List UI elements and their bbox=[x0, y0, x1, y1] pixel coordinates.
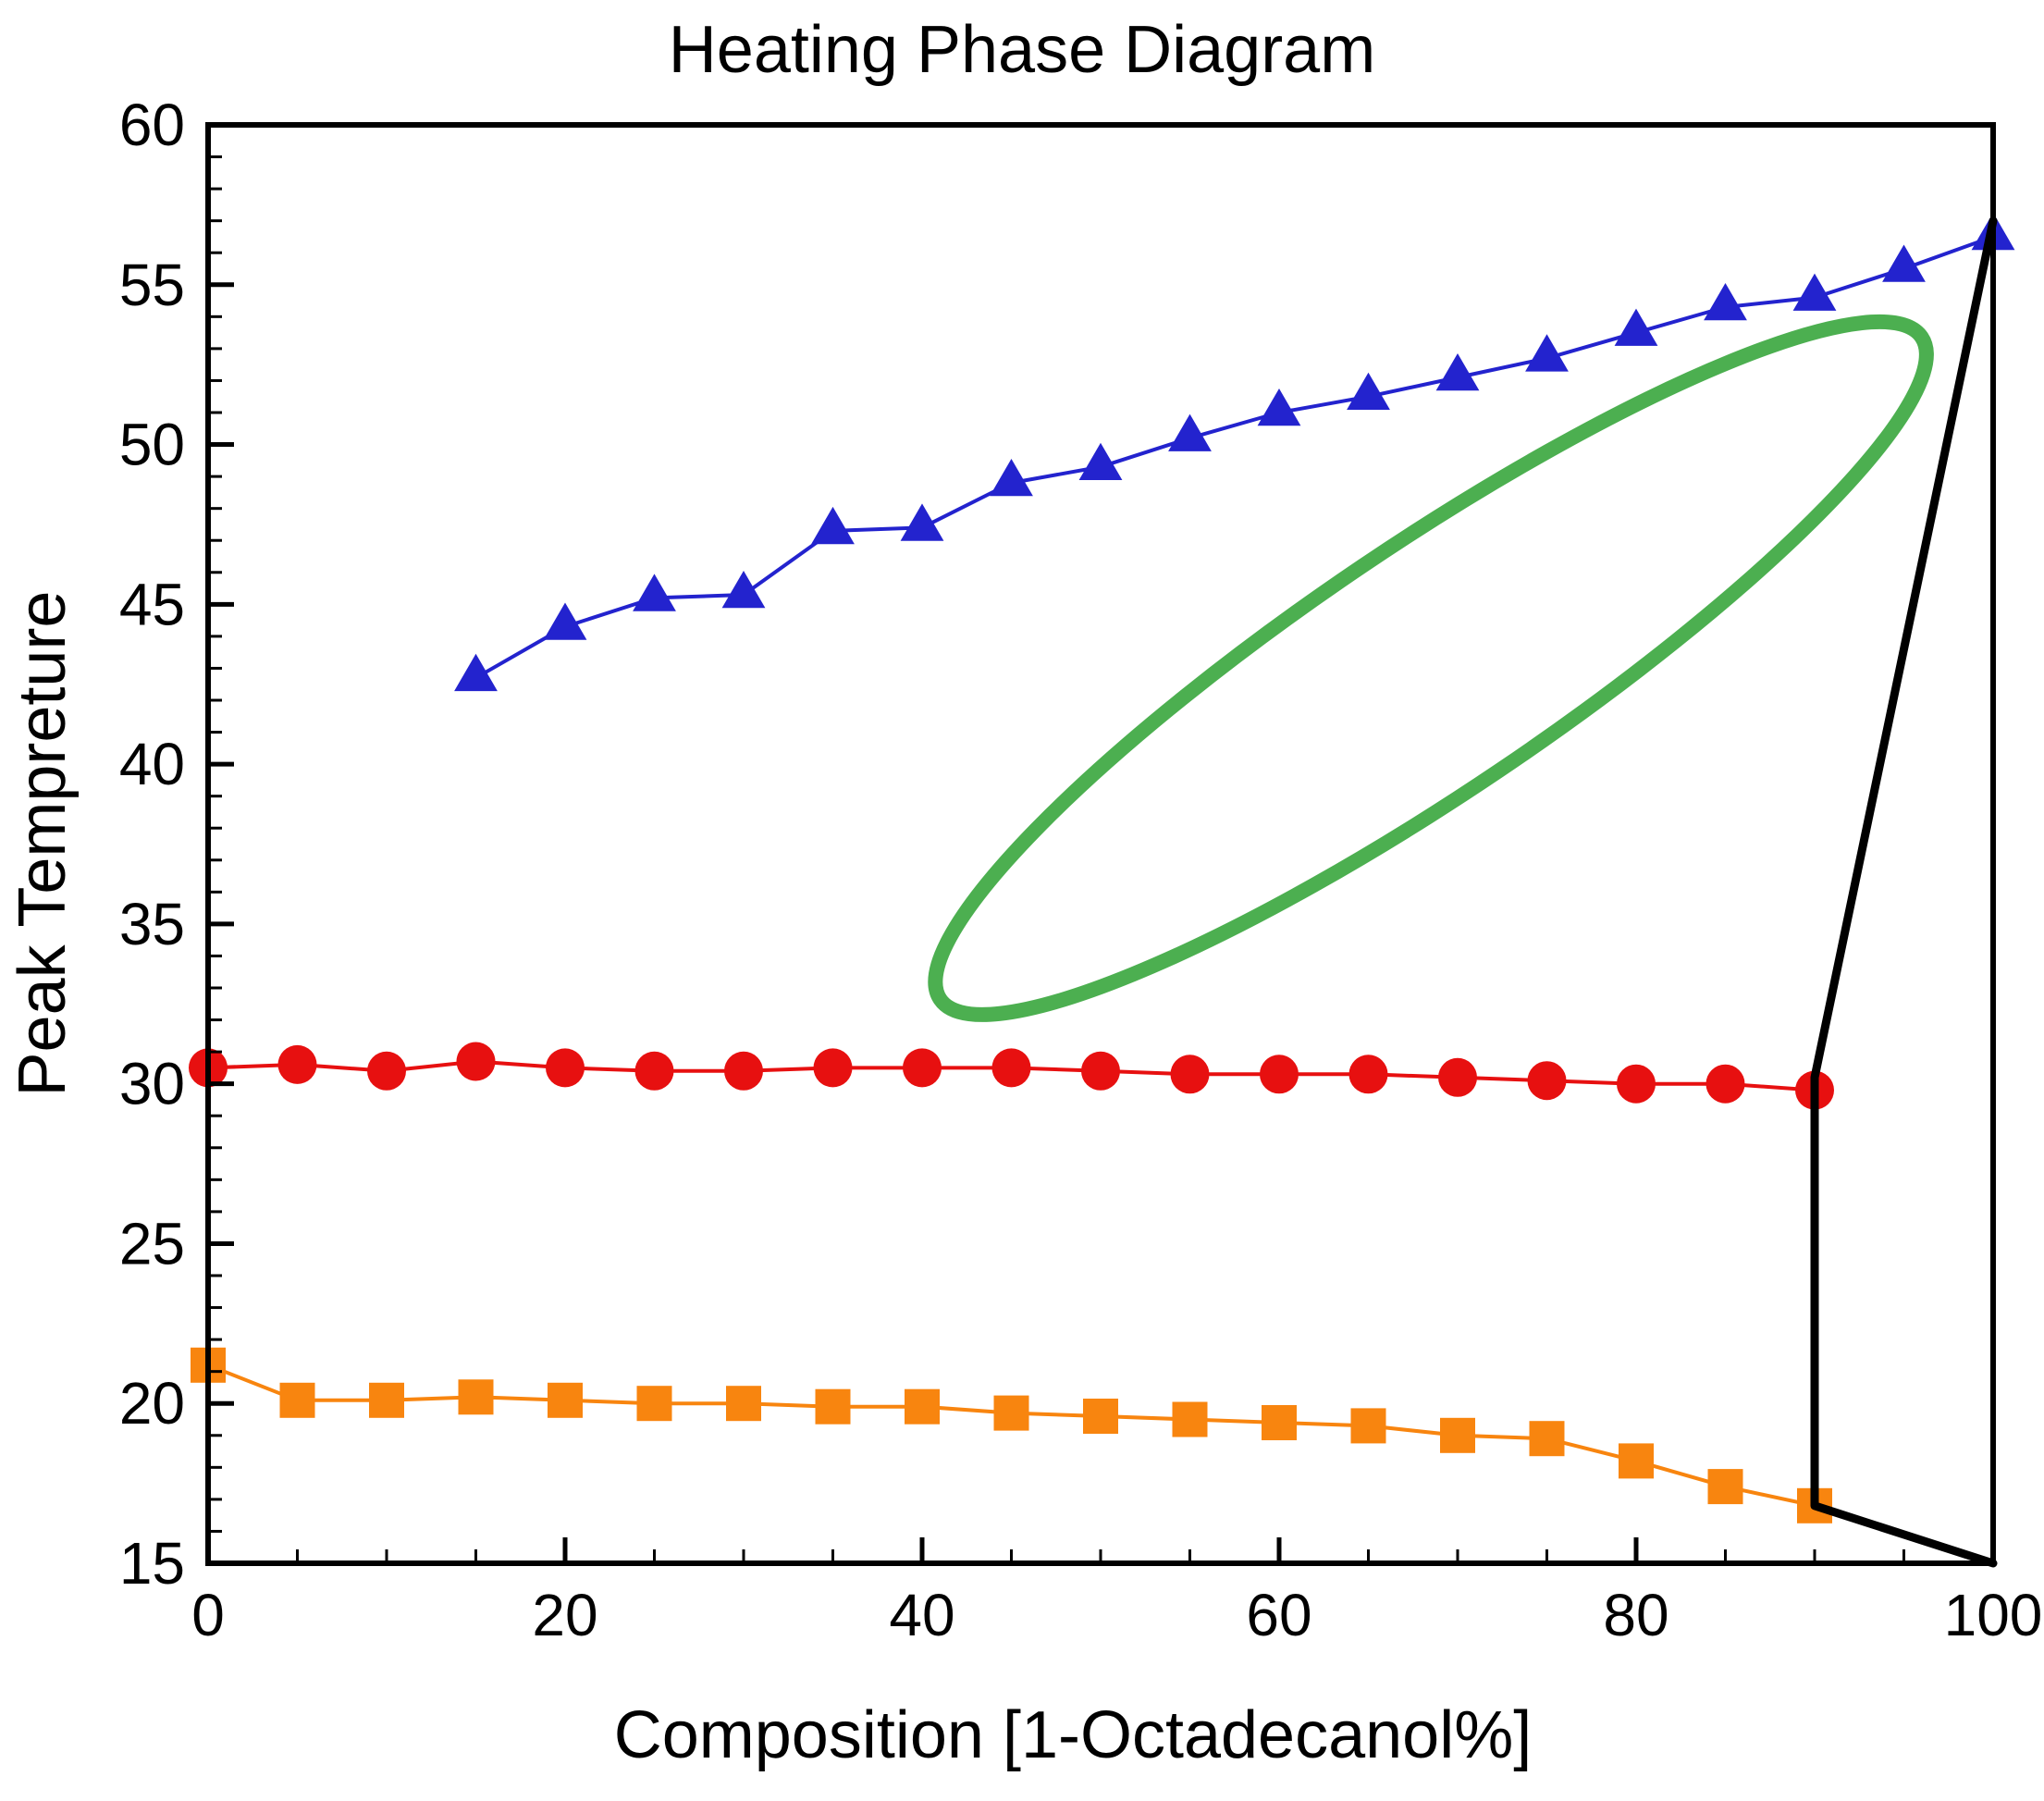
y-tick-label: 35 bbox=[119, 891, 185, 957]
square-marker bbox=[1262, 1405, 1297, 1440]
circle-marker bbox=[1705, 1064, 1745, 1104]
x-tick-label: 80 bbox=[1603, 1582, 1668, 1648]
triangle-marker bbox=[1435, 353, 1480, 391]
square-marker bbox=[1619, 1443, 1654, 1479]
series-phase-boundary-line bbox=[1810, 216, 1998, 1568]
square-marker bbox=[1350, 1408, 1386, 1444]
square-marker bbox=[1172, 1401, 1208, 1437]
y-tick-label: 25 bbox=[119, 1210, 185, 1277]
x-tick-label: 20 bbox=[532, 1582, 597, 1648]
circle-marker bbox=[367, 1051, 406, 1091]
square-marker bbox=[905, 1388, 940, 1425]
square-marker bbox=[1707, 1469, 1743, 1505]
y-tick-label: 15 bbox=[119, 1530, 185, 1597]
x-tick-label: 60 bbox=[1246, 1582, 1311, 1648]
circle-marker bbox=[456, 1042, 496, 1081]
series-upper-transition-triangles bbox=[454, 212, 2015, 692]
triangle-marker bbox=[900, 503, 944, 541]
square-marker bbox=[1440, 1417, 1475, 1453]
triangle-marker bbox=[1704, 283, 1747, 321]
ticks bbox=[205, 122, 1996, 1566]
circle-marker bbox=[546, 1048, 585, 1088]
square-marker bbox=[369, 1382, 404, 1418]
circle-marker bbox=[1527, 1061, 1567, 1101]
circle-marker bbox=[634, 1051, 674, 1091]
triangle-marker bbox=[1614, 308, 1658, 346]
triangle-marker bbox=[1078, 442, 1123, 480]
lower-transition-squares-line bbox=[206, 1363, 1816, 1508]
square-marker bbox=[458, 1379, 494, 1415]
chart-layer: 0 20 40 60 80 100 15 20 25 30 35 40 45 50 55 60 bbox=[119, 92, 2043, 1648]
x-tick-label: 40 bbox=[889, 1582, 954, 1648]
triangle-marker bbox=[1882, 244, 1926, 282]
circle-marker bbox=[277, 1044, 317, 1084]
triangle-marker bbox=[721, 571, 766, 609]
square-marker bbox=[279, 1382, 315, 1418]
circle-marker bbox=[1170, 1055, 1210, 1094]
y-tick-label: 30 bbox=[119, 1051, 185, 1117]
circle-marker bbox=[1260, 1055, 1299, 1094]
series-lower-transition-squares bbox=[191, 1347, 1832, 1523]
triangle-marker bbox=[633, 574, 676, 611]
x-axis-label: Composition [1-Octadecanol%] bbox=[614, 1698, 1533, 1772]
circle-marker bbox=[1617, 1064, 1656, 1104]
y-tick-label: 40 bbox=[119, 731, 185, 797]
y-tick-label: 45 bbox=[119, 571, 185, 637]
triangle-marker bbox=[543, 602, 587, 640]
y-tick-label: 60 bbox=[119, 92, 185, 158]
triangle-marker bbox=[1257, 389, 1301, 426]
circle-marker bbox=[724, 1051, 763, 1091]
square-marker bbox=[636, 1386, 672, 1422]
y-axis-label: Peak Tempreture bbox=[6, 591, 80, 1097]
ellipse-annotation bbox=[928, 314, 1934, 1022]
square-marker bbox=[548, 1382, 583, 1418]
circle-marker bbox=[1081, 1051, 1120, 1091]
x-tick-label: 0 bbox=[191, 1582, 225, 1648]
y-tick-label: 55 bbox=[119, 252, 185, 318]
triangle-marker bbox=[990, 459, 1033, 497]
square-marker bbox=[726, 1386, 761, 1422]
upper-transition-triangles-line bbox=[474, 234, 1995, 680]
phase-boundary-line-line bbox=[1810, 216, 1998, 1568]
circle-marker bbox=[903, 1048, 942, 1088]
x-tick-label: 100 bbox=[1944, 1582, 2043, 1648]
chart-title: Heating Phase Diagram bbox=[669, 13, 1375, 87]
circle-marker bbox=[813, 1048, 853, 1088]
axes-frame bbox=[205, 122, 1996, 1566]
square-marker bbox=[815, 1388, 851, 1425]
triangle-marker bbox=[1168, 413, 1212, 451]
circle-marker bbox=[991, 1048, 1031, 1088]
y-tick-label: 50 bbox=[119, 412, 185, 478]
square-marker bbox=[1529, 1421, 1565, 1457]
circle-marker bbox=[1348, 1055, 1388, 1094]
triangle-marker bbox=[1792, 273, 1837, 311]
square-marker bbox=[993, 1395, 1029, 1431]
triangle-marker bbox=[454, 653, 498, 692]
y-tick-label: 20 bbox=[119, 1370, 185, 1437]
circle-marker bbox=[1438, 1057, 1477, 1097]
triangle-marker bbox=[1525, 334, 1569, 372]
triangle-marker bbox=[1347, 372, 1390, 410]
square-marker bbox=[1083, 1399, 1118, 1434]
triangle-marker bbox=[811, 506, 855, 545]
series-middle-transition-circles bbox=[189, 1042, 1834, 1110]
